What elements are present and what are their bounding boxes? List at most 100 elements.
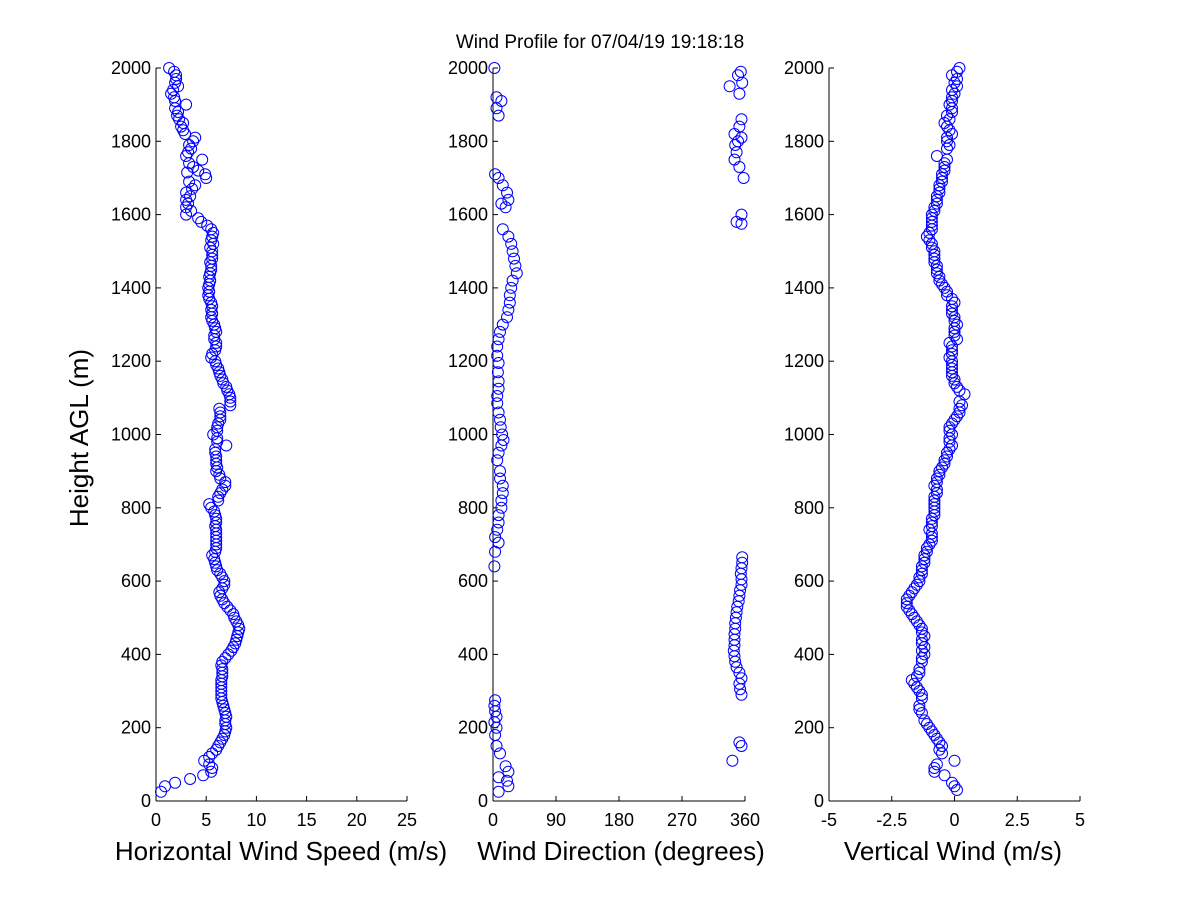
data-point-horizontal-wind-speed (189, 179, 202, 192)
data-point-horizontal-wind-speed (213, 402, 226, 415)
data-point-vertical-wind (910, 615, 923, 628)
data-point-vertical-wind (918, 714, 931, 727)
data-point-horizontal-wind-speed (210, 325, 223, 338)
data-point-wind-direction (510, 267, 523, 280)
data-point-wind-direction (503, 289, 516, 302)
data-point-vertical-wind (900, 600, 913, 613)
data-point-horizontal-wind-speed (220, 710, 233, 723)
y-tick-label-horizontal-wind-speed: 200 (121, 718, 151, 738)
y-tick-label-vertical-wind: 1600 (784, 205, 824, 225)
data-point-vertical-wind (915, 692, 928, 705)
data-point-vertical-wind (913, 666, 926, 679)
data-point-vertical-wind (900, 597, 913, 610)
data-point-wind-direction (492, 509, 505, 522)
data-point-vertical-wind (930, 732, 943, 745)
data-point-vertical-wind (948, 754, 961, 767)
data-point-wind-direction (491, 340, 504, 353)
data-point-horizontal-wind-speed (180, 193, 193, 206)
data-point-wind-direction (502, 765, 515, 778)
data-point-horizontal-wind-speed (212, 494, 225, 507)
y-tick-label-wind-direction: 2000 (448, 58, 488, 78)
data-point-wind-direction (491, 349, 504, 362)
data-point-wind-direction (732, 69, 744, 82)
y-tick-label-wind-direction: 400 (458, 644, 488, 664)
data-point-wind-direction (488, 699, 501, 712)
data-point-wind-direction (729, 139, 742, 151)
data-point-vertical-wind (928, 201, 941, 214)
panel-horizontal-wind-speed: 0 200 400 600 800 1000 1200 1400 1600 1800 2000 0 5 1… (111, 58, 447, 866)
data-point-wind-direction (491, 397, 504, 410)
data-point-horizontal-wind-speed (177, 117, 190, 129)
data-point-vertical-wind (951, 410, 963, 423)
data-point-wind-direction (491, 390, 504, 402)
data-point-horizontal-wind-speed (169, 776, 182, 789)
data-point-vertical-wind (913, 571, 926, 584)
data-point-vertical-wind (925, 512, 938, 525)
data-point-vertical-wind (933, 468, 946, 481)
data-point-vertical-wind (941, 289, 953, 302)
data-point-vertical-wind (913, 663, 926, 676)
data-point-vertical-wind (933, 274, 946, 287)
data-point-wind-direction (489, 694, 502, 707)
data-point-horizontal-wind-speed (214, 567, 227, 580)
data-point-vertical-wind (928, 494, 941, 507)
data-point-vertical-wind (951, 333, 963, 346)
data-point-horizontal-wind-speed (209, 556, 222, 569)
data-point-wind-direction (502, 780, 515, 793)
data-point-vertical-wind (925, 241, 938, 254)
data-point-horizontal-wind-speed (227, 608, 240, 621)
data-point-vertical-wind (923, 538, 936, 551)
data-point-vertical-wind (948, 373, 961, 386)
data-point-horizontal-wind-speed (197, 769, 210, 782)
data-point-vertical-wind (925, 725, 938, 738)
data-point-horizontal-wind-speed (199, 168, 212, 181)
y-tick-label-horizontal-wind-speed: 400 (121, 644, 151, 664)
data-point-wind-direction (494, 747, 506, 760)
y-tick-label-wind-direction: 1800 (448, 131, 488, 151)
data-point-vertical-wind (928, 729, 941, 741)
data-point-vertical-wind (933, 270, 946, 283)
data-point-wind-direction (495, 494, 508, 507)
data-point-vertical-wind (946, 307, 958, 320)
data-point-vertical-wind (915, 567, 928, 580)
data-point-vertical-wind (951, 318, 963, 331)
data-point-horizontal-wind-speed (196, 153, 209, 166)
data-point-horizontal-wind-speed (186, 182, 199, 195)
data-point-vertical-wind (913, 699, 926, 712)
data-point-horizontal-wind-speed (209, 322, 222, 335)
data-point-vertical-wind (936, 740, 948, 752)
data-point-wind-direction (496, 479, 509, 492)
data-point-vertical-wind (938, 769, 951, 782)
data-point-horizontal-wind-speed (233, 622, 246, 635)
data-point-horizontal-wind-speed (189, 131, 202, 144)
data-point-wind-direction (732, 135, 744, 148)
data-point-vertical-wind (956, 399, 968, 412)
x-tick-label-horizontal-wind-speed: 15 (297, 810, 317, 830)
data-point-wind-direction (488, 62, 501, 74)
data-point-vertical-wind (946, 776, 958, 789)
data-point-wind-direction (492, 785, 505, 798)
data-point-wind-direction (495, 501, 508, 514)
data-point-vertical-wind (930, 150, 943, 162)
data-point-wind-direction (735, 208, 748, 221)
data-point-wind-direction (502, 193, 515, 206)
data-point-wind-direction (502, 303, 515, 316)
data-point-wind-direction (496, 223, 509, 236)
data-point-horizontal-wind-speed (206, 747, 219, 760)
data-point-vertical-wind (928, 498, 941, 511)
y-tick-label-wind-direction: 600 (458, 571, 488, 591)
data-point-vertical-wind (913, 619, 926, 632)
data-point-wind-direction (733, 161, 746, 173)
data-point-vertical-wind (908, 611, 921, 624)
y-axis-label: Height AGL (m) (64, 349, 94, 527)
x-tick-label-horizontal-wind-speed: 10 (246, 810, 266, 830)
y-tick-label-vertical-wind: 400 (794, 644, 824, 664)
data-point-wind-direction (489, 168, 502, 181)
data-point-wind-direction (501, 186, 513, 199)
data-point-wind-direction (735, 113, 748, 126)
data-point-wind-direction (728, 128, 741, 140)
data-point-horizontal-wind-speed (218, 703, 231, 716)
y-tick-label-horizontal-wind-speed: 800 (121, 498, 151, 518)
data-point-wind-direction (730, 146, 743, 159)
data-point-horizontal-wind-speed (203, 751, 216, 763)
